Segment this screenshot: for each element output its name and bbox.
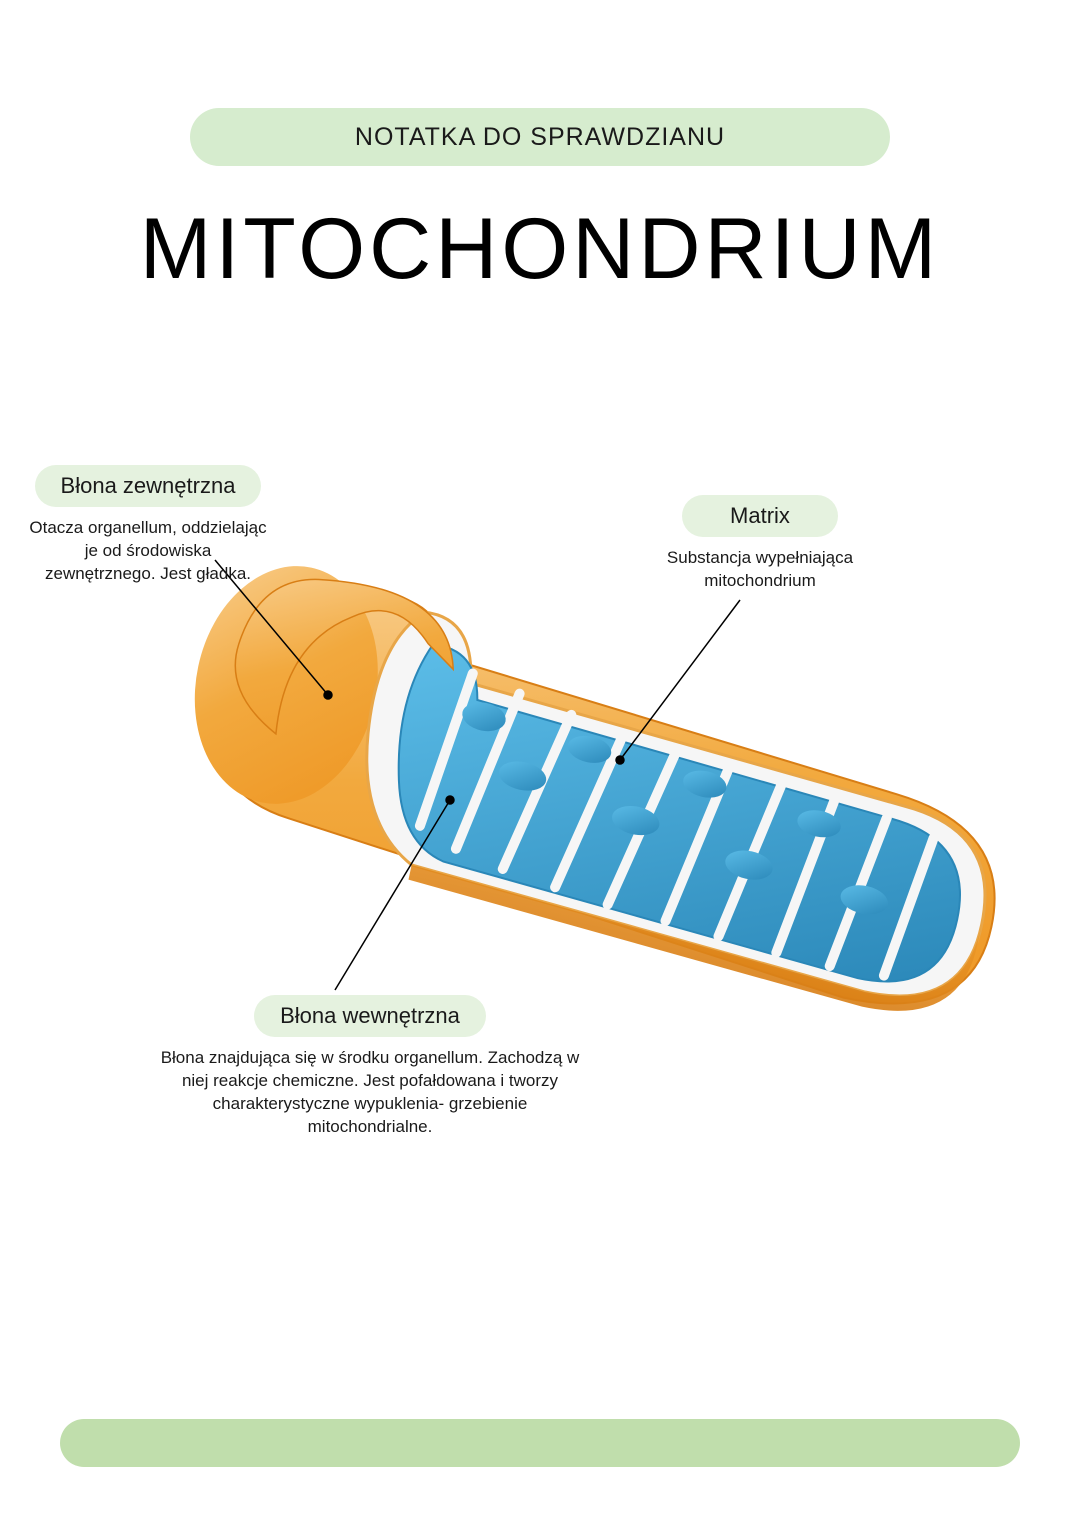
label-inner-membrane-desc: Błona znajdująca się w środku organellum… xyxy=(160,1047,580,1139)
label-inner-membrane-title: Błona wewnętrzna xyxy=(254,995,486,1037)
label-matrix: Matrix Substancja wypełniająca mitochond… xyxy=(650,495,870,593)
header-subtitle-pill: NOTATKA DO SPRAWDZIANU xyxy=(190,108,890,166)
header-subtitle: NOTATKA DO SPRAWDZIANU xyxy=(355,123,725,151)
label-matrix-desc: Substancja wypełniająca mitochondrium xyxy=(650,547,870,593)
label-outer-membrane: Błona zewnętrzna Otacza organellum, oddz… xyxy=(28,465,268,586)
footer-decoration-bar xyxy=(60,1419,1020,1467)
label-outer-membrane-desc: Otacza organellum, oddzielając je od śro… xyxy=(28,517,268,586)
label-outer-membrane-title: Błona zewnętrzna xyxy=(35,465,262,507)
mitochondrion-diagram: Błona zewnętrzna Otacza organellum, oddz… xyxy=(0,430,1080,1230)
page-title: MITOCHONDRIUM xyxy=(0,200,1080,299)
label-matrix-title: Matrix xyxy=(682,495,838,537)
label-inner-membrane: Błona wewnętrzna Błona znajdująca się w … xyxy=(160,995,580,1139)
